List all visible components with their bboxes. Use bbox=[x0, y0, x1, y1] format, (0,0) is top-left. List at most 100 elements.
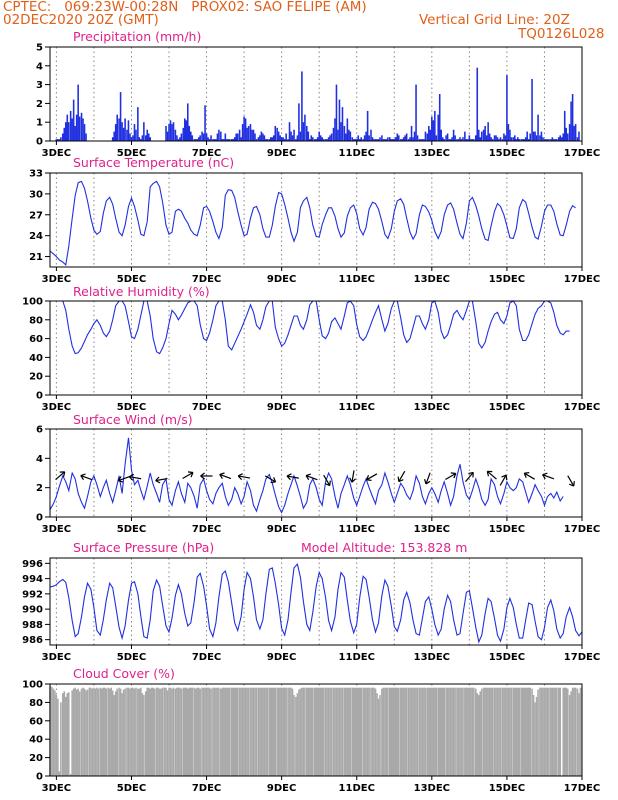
cloud-bar bbox=[238, 687, 241, 776]
cloud-bar bbox=[405, 687, 408, 776]
cloud-bar bbox=[207, 687, 209, 776]
cloud-bar bbox=[169, 687, 172, 776]
precip-bar bbox=[465, 139, 468, 141]
precip-bar bbox=[220, 131, 222, 141]
cloud-bar bbox=[326, 687, 328, 776]
precip-bar bbox=[452, 129, 455, 141]
precip-bar bbox=[557, 137, 560, 141]
cloud-bar bbox=[293, 695, 295, 776]
wind-arrow-shaft bbox=[445, 472, 457, 481]
precip-bar bbox=[484, 125, 486, 141]
x-tick-label: 17DEC bbox=[564, 402, 600, 413]
wind-arrow-shaft bbox=[219, 473, 232, 480]
y-tick-label: 988 bbox=[22, 620, 43, 631]
cloud-bar bbox=[334, 687, 336, 776]
wind-direction-arrow bbox=[486, 470, 497, 480]
x-tick-label: 17DEC bbox=[564, 148, 600, 159]
cloud-bar bbox=[499, 687, 502, 776]
wind-arrow-head bbox=[219, 472, 225, 479]
precip-bar bbox=[527, 139, 530, 141]
precip-bar bbox=[491, 139, 494, 141]
cloud-bar bbox=[51, 686, 53, 776]
cloud-bar bbox=[63, 691, 66, 776]
precip-bar bbox=[537, 114, 539, 141]
y-tick-label: 4 bbox=[36, 61, 43, 72]
cloud-bar bbox=[434, 687, 436, 776]
cloud-bar bbox=[67, 692, 70, 776]
precip-bar bbox=[113, 131, 115, 141]
cloud-bar bbox=[512, 687, 515, 776]
precip-bar bbox=[420, 139, 422, 141]
cloud-bar bbox=[496, 687, 499, 776]
precip-bar bbox=[58, 139, 61, 141]
precip-bar bbox=[509, 129, 511, 141]
precip-bar bbox=[370, 129, 372, 141]
precip-bar bbox=[215, 139, 217, 141]
cloud-bar bbox=[509, 687, 511, 776]
cloud-bar bbox=[52, 688, 55, 776]
cloud-bar bbox=[524, 687, 527, 776]
precip-bar bbox=[388, 137, 391, 141]
cloud-bar bbox=[341, 687, 344, 776]
precip-bar bbox=[260, 131, 263, 141]
cloud-bar bbox=[265, 687, 267, 776]
x-tick-label: 3DEC bbox=[42, 783, 71, 794]
wind-direction-arrow bbox=[499, 474, 508, 486]
precip-bar bbox=[229, 139, 231, 141]
wind-arrow-head bbox=[468, 471, 474, 478]
precip-bar bbox=[418, 139, 421, 141]
cloud-bar bbox=[202, 687, 205, 776]
x-tick-label: 17DEC bbox=[564, 783, 600, 794]
precip-bar bbox=[276, 127, 278, 141]
x-tick-label: 13DEC bbox=[414, 402, 450, 413]
precip-bar bbox=[330, 133, 333, 141]
precip-bar bbox=[562, 133, 565, 141]
y-tick-label: 2 bbox=[36, 483, 43, 494]
panel-press: 986 988 990 992 994 996 3DEC 5DEC 7DEC 9DEC 11DEC 1… bbox=[22, 540, 600, 663]
cloud-bar bbox=[396, 687, 399, 776]
precip-bar bbox=[196, 139, 198, 141]
precip-bar bbox=[210, 135, 212, 141]
cloud-bar bbox=[532, 695, 535, 776]
cloud-bar bbox=[402, 687, 405, 776]
wind-arrow-head bbox=[324, 480, 331, 487]
y-tick-label: 40 bbox=[29, 735, 43, 746]
cloud-bar bbox=[518, 687, 521, 776]
cloud-bar bbox=[93, 687, 95, 776]
precip-bar bbox=[121, 122, 123, 141]
precip-bar bbox=[304, 114, 306, 141]
cloud-bar bbox=[54, 690, 56, 776]
wind-direction-arrow bbox=[305, 473, 318, 481]
cloud-bar bbox=[288, 687, 291, 776]
cloud-bar bbox=[71, 690, 73, 776]
precip-bar bbox=[524, 137, 527, 141]
cloud-bar bbox=[506, 687, 508, 776]
cloud-bar bbox=[140, 687, 142, 776]
precip-bar bbox=[319, 135, 322, 141]
cloud-bar bbox=[97, 688, 100, 776]
cloud-bar bbox=[503, 687, 505, 776]
precip-bar bbox=[324, 139, 327, 141]
cloud-bar bbox=[66, 693, 69, 776]
precip-bar bbox=[129, 133, 131, 141]
cloud-bar bbox=[69, 774, 72, 776]
wind-arrow-head bbox=[128, 473, 135, 481]
cloud-bar bbox=[268, 687, 271, 776]
precip-bar bbox=[503, 133, 505, 141]
panel-precip: 0 1 2 3 4 5 3DEC 5DEC 7DEC 9DEC 11DEC 13DEC 15DEC 17D… bbox=[36, 29, 600, 159]
wind-arrow-shaft bbox=[523, 472, 535, 480]
precip-bar bbox=[262, 133, 264, 141]
panel-title: Relative Humidity (%) bbox=[73, 284, 210, 299]
precip-bar bbox=[343, 125, 346, 141]
wind-arrow-shaft bbox=[264, 475, 276, 483]
x-tick-label: 5DEC bbox=[117, 402, 146, 413]
cloud-bar bbox=[263, 687, 266, 776]
y-tick-label: 100 bbox=[22, 297, 43, 308]
cloud-bar bbox=[57, 698, 59, 776]
y-tick-label: 0 bbox=[36, 772, 43, 783]
wind-direction-arrow bbox=[323, 474, 331, 487]
y-tick-label: 4 bbox=[36, 454, 43, 465]
cloud-bar bbox=[230, 687, 233, 776]
precip-bar bbox=[448, 139, 450, 141]
